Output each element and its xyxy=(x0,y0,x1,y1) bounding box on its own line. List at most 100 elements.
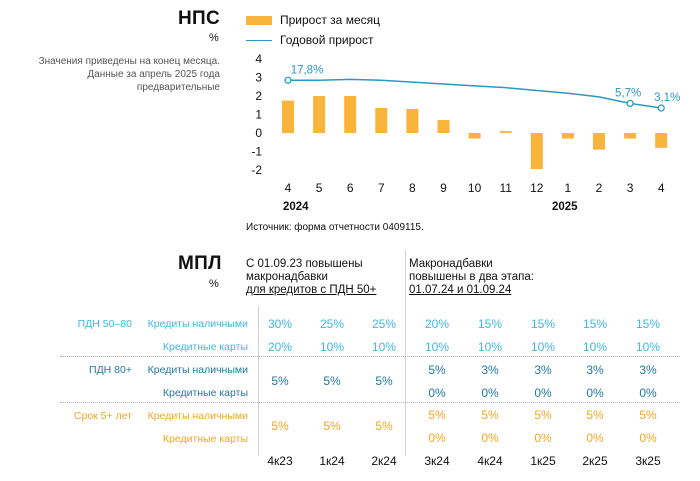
cell-pdn80-cash-2k25: 3% xyxy=(586,363,604,377)
group-divider-1 xyxy=(60,356,680,357)
bar-month-growth xyxy=(437,120,450,133)
cell-term5-cards-2k25: 0% xyxy=(586,431,604,445)
cell-pdn5080-cards-3k24: 10% xyxy=(424,340,450,354)
quarter-label-4k24: 4к24 xyxy=(477,454,503,468)
quarter-label-1k24: 1к24 xyxy=(319,454,345,468)
x-tick-label: 6 xyxy=(347,181,354,195)
bar-month-growth xyxy=(624,133,637,139)
cell-pdn80-cards-2k25: 0% xyxy=(586,386,604,400)
mpl-title: МПЛ xyxy=(178,253,222,274)
cell-term5-cash-2k25: 5% xyxy=(586,408,604,422)
cell-pdn80-cards-3k25: 0% xyxy=(639,386,657,400)
cell-pdn5080-cards-1k25: 10% xyxy=(530,340,556,354)
bar-month-growth xyxy=(530,133,543,170)
cell-pdn5080-cash-3k24: 20% xyxy=(424,317,450,331)
cell-pdn5080-cards-3k25: 10% xyxy=(635,340,661,354)
year-label-2024: 2024 xyxy=(283,201,309,213)
quarter-label-1k25: 1к25 xyxy=(530,454,556,468)
cell-pdn80-cash-1k25: 3% xyxy=(534,363,552,377)
row-label-cash-pdn-50-80: Кредиты наличными xyxy=(147,318,248,330)
y-tick-label: -1 xyxy=(251,145,262,159)
line-marker xyxy=(657,104,665,112)
mpl-header-left: С 01.09.23 повышены макронадбавки для кр… xyxy=(246,258,376,297)
y-tick-label: 1 xyxy=(255,108,262,122)
mpl-header-right: Макронадбавки повышены в два этапа: 01.0… xyxy=(409,258,534,297)
quarter-label-2k24: 2к24 xyxy=(371,454,397,468)
cell-term5-cash-4k24: 5% xyxy=(481,408,499,422)
bar-month-growth xyxy=(468,133,481,139)
cell-pdn80-cash-3k24: 5% xyxy=(428,363,446,377)
cell-pdn80-cash-4k23: 5% xyxy=(271,374,289,388)
group-label-pdn-80: ПДН 80+ xyxy=(89,364,132,376)
row-label-cash-term-5plus: Кредиты наличными xyxy=(147,410,248,422)
bar-month-growth xyxy=(344,96,357,133)
bar-month-growth xyxy=(561,133,574,139)
cell-term5-cash-4k23: 5% xyxy=(271,419,289,433)
y-tick-label: 0 xyxy=(255,126,262,140)
y-tick-label: 2 xyxy=(255,89,262,103)
x-tick-label: 3 xyxy=(627,181,634,195)
year-label-2025: 2025 xyxy=(552,201,578,213)
bar-month-growth xyxy=(655,133,668,148)
cell-pdn5080-cash-1k25: 15% xyxy=(530,317,556,331)
x-tick-label: 9 xyxy=(440,181,447,195)
nps-note-line-3: предварительные xyxy=(136,82,220,93)
line-annual-growth xyxy=(288,78,662,109)
legend-bar-item: Прирост за месяц xyxy=(246,13,380,27)
line-marker xyxy=(626,99,634,108)
x-tick-label: 12 xyxy=(530,181,544,195)
cell-pdn5080-cards-4k24: 10% xyxy=(477,340,503,354)
bar-month-growth xyxy=(593,133,605,150)
nps-unit: % xyxy=(209,32,219,44)
mpl-header-right-line-2: повышены в два этапа: xyxy=(409,271,534,283)
x-tick-label: 8 xyxy=(409,181,416,195)
mpl-header-left-line-3: для кредитов с ПДН 50+ xyxy=(246,284,377,296)
quarter-label-2k25: 2к25 xyxy=(582,454,608,468)
cell-pdn80-cash-3k25: 3% xyxy=(639,363,657,377)
legend-line-item: Годовой прирост xyxy=(246,33,373,47)
nps-source: Источник: форма отчетности 0409115. xyxy=(246,222,424,233)
cell-term5-cash-1k24: 5% xyxy=(323,419,341,433)
x-tick-label: 10 xyxy=(468,181,482,195)
cell-term5-cards-3k25: 0% xyxy=(639,431,657,445)
cell-pdn80-cash-1k24: 5% xyxy=(323,374,341,388)
cell-pdn80-cards-4k24: 0% xyxy=(481,386,499,400)
cell-pdn80-cash-4k24: 3% xyxy=(481,363,499,377)
cell-term5-cards-1k25: 0% xyxy=(534,431,552,445)
cell-pdn5080-cash-3k25: 15% xyxy=(635,317,661,331)
cell-term5-cards-3k24: 0% xyxy=(428,431,446,445)
mpl-header-right-line-1: Макронадбавки xyxy=(409,258,493,270)
cell-pdn5080-cards-4k23: 20% xyxy=(267,340,293,354)
cell-term5-cash-3k24: 5% xyxy=(428,408,446,422)
legend-bar-swatch xyxy=(246,15,272,25)
cell-pdn5080-cash-1k24: 25% xyxy=(319,317,345,331)
legend-line-label: Годовой прирост xyxy=(280,33,374,47)
row-label-cards-term-5plus: Кредитные карты xyxy=(162,433,248,445)
cell-pdn5080-cash-4k24: 15% xyxy=(477,317,503,331)
cell-term5-cards-4k24: 0% xyxy=(481,431,499,445)
legend-bar-label: Прирост за месяц xyxy=(280,13,380,27)
line-data-label: 5,7% xyxy=(615,87,641,99)
nps-note: Значения приведены на конец месяца. Данн… xyxy=(0,55,220,94)
line-data-label: 17,8% xyxy=(291,64,324,76)
mpl-header-left-line-2: макронадбавки xyxy=(246,271,328,283)
y-tick-label: -2 xyxy=(251,163,262,177)
x-tick-label: 4 xyxy=(658,181,665,195)
x-tick-label: 1 xyxy=(565,181,572,195)
line-marker xyxy=(284,76,292,84)
y-tick-label: 3 xyxy=(255,71,262,85)
row-label-cards-pdn-50-80: Кредитные карты xyxy=(162,341,248,353)
x-tick-label: 2 xyxy=(596,181,603,195)
cell-term5-cash-3k25: 5% xyxy=(639,408,657,422)
cell-pdn5080-cash-4k23: 30% xyxy=(267,317,293,331)
y-tick-label: 4 xyxy=(255,52,262,66)
legend-line-swatch xyxy=(246,39,272,41)
mpl-header-left-line-1: С 01.09.23 повышены xyxy=(246,258,363,270)
bar-month-growth xyxy=(499,131,512,133)
cell-term5-cash-1k25: 5% xyxy=(534,408,552,422)
line-data-label: 3,1% xyxy=(654,92,680,104)
quarter-label-4k23: 4к23 xyxy=(267,454,293,468)
cell-pdn5080-cash-2k24: 25% xyxy=(371,317,397,331)
bar-month-growth xyxy=(313,96,326,133)
